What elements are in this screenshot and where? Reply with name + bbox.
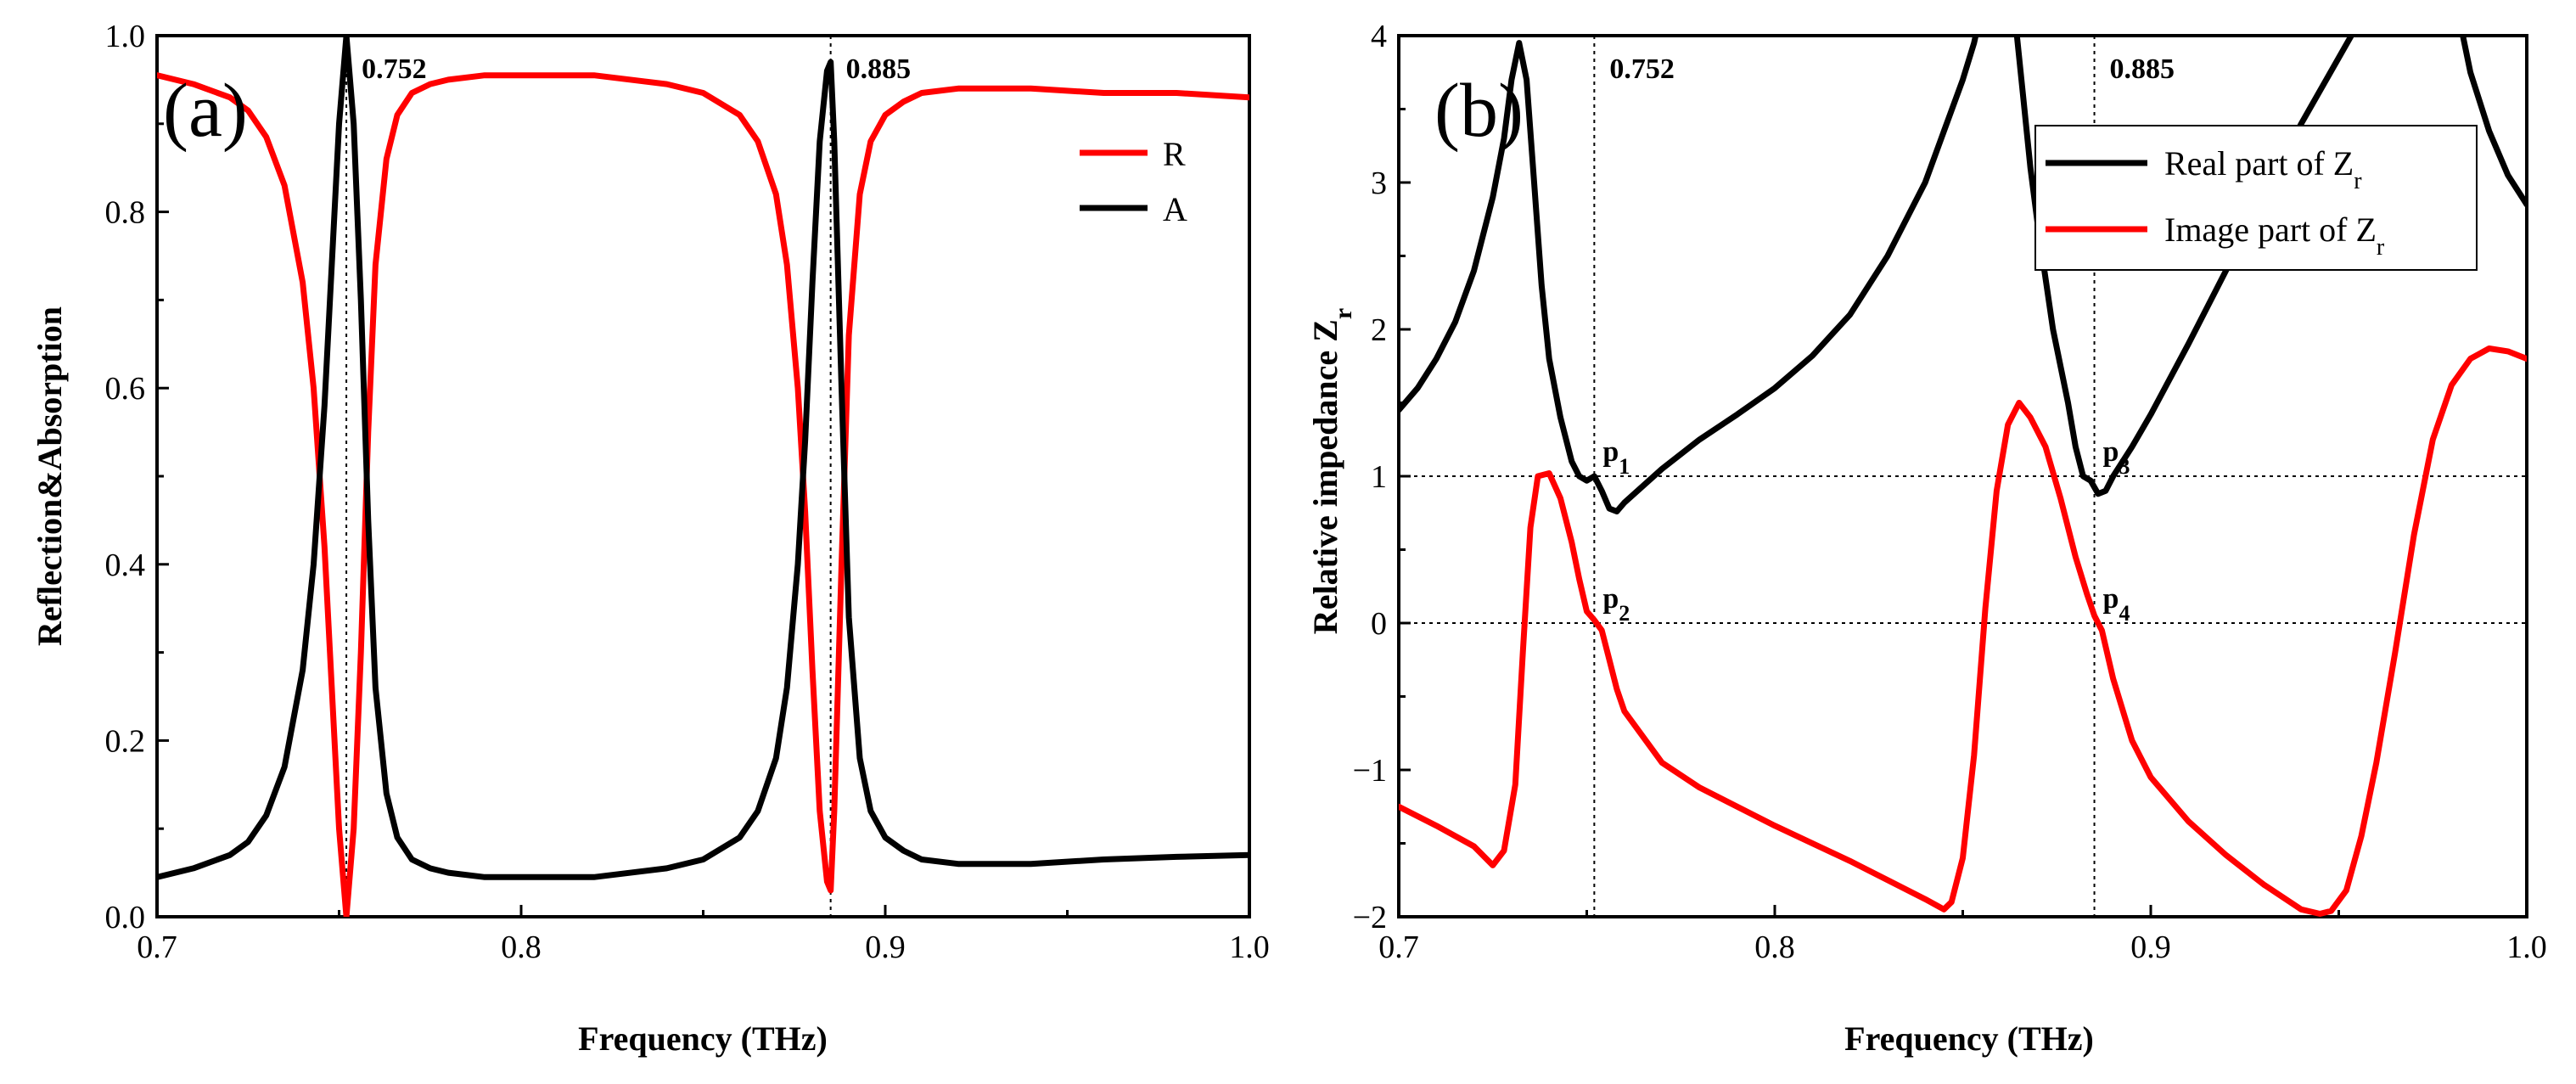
x-tick-label: 0.8	[501, 930, 542, 965]
annotation-0752-a: 0.752	[362, 53, 427, 85]
y-tick-label: 0.4	[105, 548, 146, 583]
y-axis-title-a: Reflection&Absorption	[31, 306, 69, 646]
b-series	[1399, 36, 2527, 917]
legend-label-real-main: Real part of Z	[2164, 144, 2354, 183]
annotation-0885-a: 0.885	[846, 53, 912, 85]
b-x-ticks: 0.7 0.8 0.9 1.0	[1378, 905, 2547, 965]
series-line-image-part-of-z	[1399, 345, 2527, 917]
legend-a: R A	[1080, 135, 1187, 228]
x-tick-label: 0.7	[1378, 930, 1419, 965]
legend-label-image-main: Image part of Z	[2164, 211, 2377, 249]
x-tick-label: 1.0	[2506, 930, 2547, 965]
panel-label-b: (b)	[1434, 69, 1524, 153]
x-axis-title-b: Frequency (THz)	[1844, 1019, 2094, 1058]
legend-label-image: Image part of Zr	[2164, 211, 2385, 261]
x-tick-label: 0.9	[2130, 930, 2171, 965]
y-tick-label: 2	[1371, 312, 1387, 348]
y-tick-label: −2	[1353, 900, 1387, 935]
panel-a: 0.7 0.8 0.9 1.0 0.0 0.2 0.4 0.6 0.8 1.0 (a) 0.75…	[31, 19, 1270, 1058]
a-x-ticks: 0.7 0.8 0.9 1.0	[137, 905, 1270, 965]
y-axis-title-b-main: Relative impedance Z	[1306, 319, 1344, 634]
x-tick-label: 0.9	[865, 930, 906, 965]
y-tick-label: 0.0	[105, 900, 146, 935]
b-point-labels: p1 p2 p3 p4	[1602, 436, 2130, 626]
y-tick-label: −1	[1353, 753, 1387, 789]
y-tick-label: 3	[1371, 166, 1387, 201]
point-label-p2: p2	[1602, 583, 1630, 626]
legend-b: Real part of Zr Image part of Zr	[2034, 125, 2478, 271]
legend-label-image-sub: r	[2377, 234, 2385, 261]
a-series	[157, 36, 1249, 917]
y-tick-label: 0	[1371, 606, 1387, 642]
y-tick-label: 0.2	[105, 723, 146, 759]
y-tick-label: 1.0	[105, 19, 146, 54]
legend-label-real-sub: r	[2354, 168, 2362, 194]
y-axis-title-b-sub: r	[1329, 308, 1357, 319]
y-tick-label: 0.6	[105, 371, 146, 407]
x-tick-label: 0.8	[1754, 930, 1795, 965]
panel-label-a: (a)	[163, 69, 248, 153]
panel-b: 0.7 0.8 0.9 1.0 −2 −1 0 1 2 3 4 (b) 0.752 0.885 p…	[1306, 19, 2547, 1058]
y-axis-title-b: Relative impedance Zr	[1306, 308, 1357, 634]
point-label-p1: p1	[1602, 436, 1630, 479]
y-tick-label: 4	[1371, 19, 1387, 54]
series-line-r	[157, 72, 1249, 917]
b-y-ticks: −2 −1 0 1 2 3 4	[1353, 19, 1411, 935]
annotation-0885-b: 0.885	[2110, 53, 2175, 85]
y-tick-label: 1	[1371, 459, 1387, 495]
legend-label-r: R	[1163, 135, 1186, 173]
x-tick-label: 0.7	[137, 930, 177, 965]
x-axis-title-a: Frequency (THz)	[578, 1019, 828, 1058]
a-vlines	[345, 36, 832, 917]
x-tick-label: 1.0	[1229, 930, 1270, 965]
series-line-a	[157, 36, 1249, 880]
series-line-real-part-of-z	[1399, 36, 2527, 514]
y-tick-label: 0.8	[105, 195, 146, 231]
legend-label-a: A	[1163, 190, 1187, 228]
point-label-p4: p4	[2103, 583, 2130, 626]
a-y-ticks: 0.0 0.2 0.4 0.6 0.8 1.0	[105, 19, 169, 935]
point-label-p3: p3	[2103, 436, 2130, 479]
annotation-0752-b: 0.752	[1609, 53, 1675, 85]
legend-box-b	[2034, 125, 2478, 271]
legend-label-real: Real part of Zr	[2164, 144, 2362, 194]
